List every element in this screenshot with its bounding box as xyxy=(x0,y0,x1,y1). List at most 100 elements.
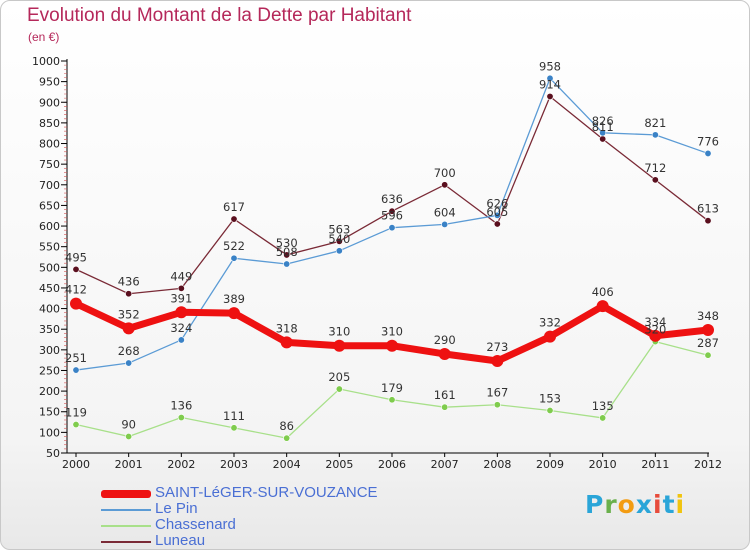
data-label-saint-l-ger-sur-vouzance: 352 xyxy=(118,307,140,321)
data-label-luneau: 449 xyxy=(170,269,192,283)
data-label-chassenard: 111 xyxy=(223,409,245,423)
data-point-luneau xyxy=(283,251,291,259)
data-point-chassenard xyxy=(546,406,554,414)
logo-letter: t xyxy=(662,490,676,519)
y-tick-label: 450 xyxy=(39,282,60,295)
data-point-chassenard xyxy=(441,403,449,411)
data-label-saint-l-ger-sur-vouzance: 318 xyxy=(276,321,298,335)
data-point-le-pin xyxy=(441,220,449,228)
data-point-chassenard xyxy=(230,424,238,432)
data-point-luneau xyxy=(230,215,238,223)
data-point-chassenard xyxy=(335,385,343,393)
data-label-chassenard: 179 xyxy=(381,381,403,395)
y-tick-label: 600 xyxy=(39,220,60,233)
proxiti-logo: Proxiti xyxy=(585,490,685,519)
data-label-chassenard: 90 xyxy=(121,417,136,431)
data-point-saint-l-ger-sur-vouzance xyxy=(491,354,504,367)
data-label-luneau: 613 xyxy=(697,202,719,216)
data-point-saint-l-ger-sur-vouzance xyxy=(596,300,609,313)
legend-label: SAINT-LéGER-SUR-VOUZANCE xyxy=(155,484,378,501)
data-label-le-pin: 324 xyxy=(170,321,192,335)
data-label-luneau: 495 xyxy=(65,250,87,264)
data-point-le-pin xyxy=(651,131,659,139)
data-point-saint-l-ger-sur-vouzance xyxy=(175,306,188,319)
data-label-saint-l-ger-sur-vouzance: 406 xyxy=(592,285,614,299)
data-point-saint-l-ger-sur-vouzance xyxy=(544,330,556,343)
legend-label: Le Pin xyxy=(155,500,198,517)
data-label-saint-l-ger-sur-vouzance: 391 xyxy=(170,291,192,305)
data-point-luneau xyxy=(177,284,185,292)
data-point-luneau xyxy=(546,92,554,100)
x-tick-label: 2003 xyxy=(220,458,248,471)
logo-letter: x xyxy=(635,490,653,519)
x-tick-label: 2001 xyxy=(115,458,143,471)
data-point-luneau xyxy=(441,181,449,189)
y-tick-label: 50 xyxy=(46,447,60,460)
data-label-saint-l-ger-sur-vouzance: 348 xyxy=(697,309,719,323)
data-label-le-pin: 958 xyxy=(539,59,561,73)
data-point-luneau xyxy=(125,290,133,298)
series-layer xyxy=(70,74,714,442)
data-point-luneau xyxy=(599,135,607,143)
legend-swatch xyxy=(101,509,151,511)
x-tick-label: 2010 xyxy=(589,458,617,471)
data-label-le-pin: 826 xyxy=(592,114,614,128)
y-tick-label: 650 xyxy=(39,199,60,212)
y-tick-label: 900 xyxy=(39,96,60,109)
data-labels-layer: 495 436 449 617 530 563 636 700 605 914 811 712 613 2… xyxy=(65,59,719,433)
x-tick-label: 2005 xyxy=(325,458,353,471)
data-label-saint-l-ger-sur-vouzance: 273 xyxy=(486,340,508,354)
y-tick-label: 500 xyxy=(39,261,60,274)
data-point-saint-l-ger-sur-vouzance xyxy=(70,297,82,310)
data-point-saint-l-ger-sur-vouzance xyxy=(280,336,293,349)
data-point-saint-l-ger-sur-vouzance xyxy=(333,339,346,352)
y-tick-label: 300 xyxy=(39,344,60,357)
data-point-saint-l-ger-sur-vouzance xyxy=(386,339,398,352)
data-point-chassenard xyxy=(388,396,396,404)
x-tick-label: 2007 xyxy=(431,458,459,471)
data-point-luneau xyxy=(72,265,80,273)
x-tick-label: 2008 xyxy=(483,458,511,471)
data-label-luneau: 530 xyxy=(276,236,298,250)
data-label-saint-l-ger-sur-vouzance: 310 xyxy=(328,325,350,339)
data-point-saint-l-ger-sur-vouzance xyxy=(438,347,451,360)
data-point-le-pin xyxy=(125,359,133,367)
data-label-le-pin: 251 xyxy=(65,351,87,365)
data-label-saint-l-ger-sur-vouzance: 334 xyxy=(644,315,666,329)
data-label-luneau: 636 xyxy=(381,192,403,206)
x-tick-label: 2000 xyxy=(62,458,90,471)
data-label-chassenard: 136 xyxy=(170,399,192,413)
data-label-le-pin: 626 xyxy=(486,196,508,210)
legend-swatch xyxy=(101,525,151,527)
data-point-chassenard xyxy=(599,414,607,422)
data-label-saint-l-ger-sur-vouzance: 389 xyxy=(223,292,245,306)
data-label-le-pin: 522 xyxy=(223,239,245,253)
data-point-chassenard xyxy=(704,351,712,359)
logo-letter: i xyxy=(675,490,686,519)
data-label-le-pin: 604 xyxy=(434,205,456,219)
data-label-chassenard: 320 xyxy=(644,323,666,337)
data-label-saint-l-ger-sur-vouzance: 310 xyxy=(381,325,403,339)
y-tick-label: 400 xyxy=(39,303,60,316)
data-label-chassenard: 153 xyxy=(539,391,561,405)
data-point-chassenard xyxy=(283,434,291,442)
legend-swatch xyxy=(101,541,151,543)
data-label-luneau: 712 xyxy=(644,161,666,175)
data-label-saint-l-ger-sur-vouzance: 412 xyxy=(65,283,87,297)
data-label-chassenard: 135 xyxy=(592,399,614,413)
data-label-chassenard: 287 xyxy=(697,336,719,350)
data-point-chassenard xyxy=(125,432,133,440)
y-tick-label: 350 xyxy=(39,323,60,336)
y-tick-label: 800 xyxy=(39,138,60,151)
legend-label: Chassenard xyxy=(155,516,236,533)
logo-letter: r xyxy=(604,490,618,519)
data-point-saint-l-ger-sur-vouzance xyxy=(649,329,662,342)
data-point-le-pin xyxy=(283,260,291,268)
x-tick-label: 2006 xyxy=(378,458,406,471)
x-tick-label: 2012 xyxy=(694,458,722,471)
data-label-luneau: 605 xyxy=(486,205,508,219)
data-label-le-pin: 508 xyxy=(276,245,298,259)
data-point-luneau xyxy=(493,220,501,228)
